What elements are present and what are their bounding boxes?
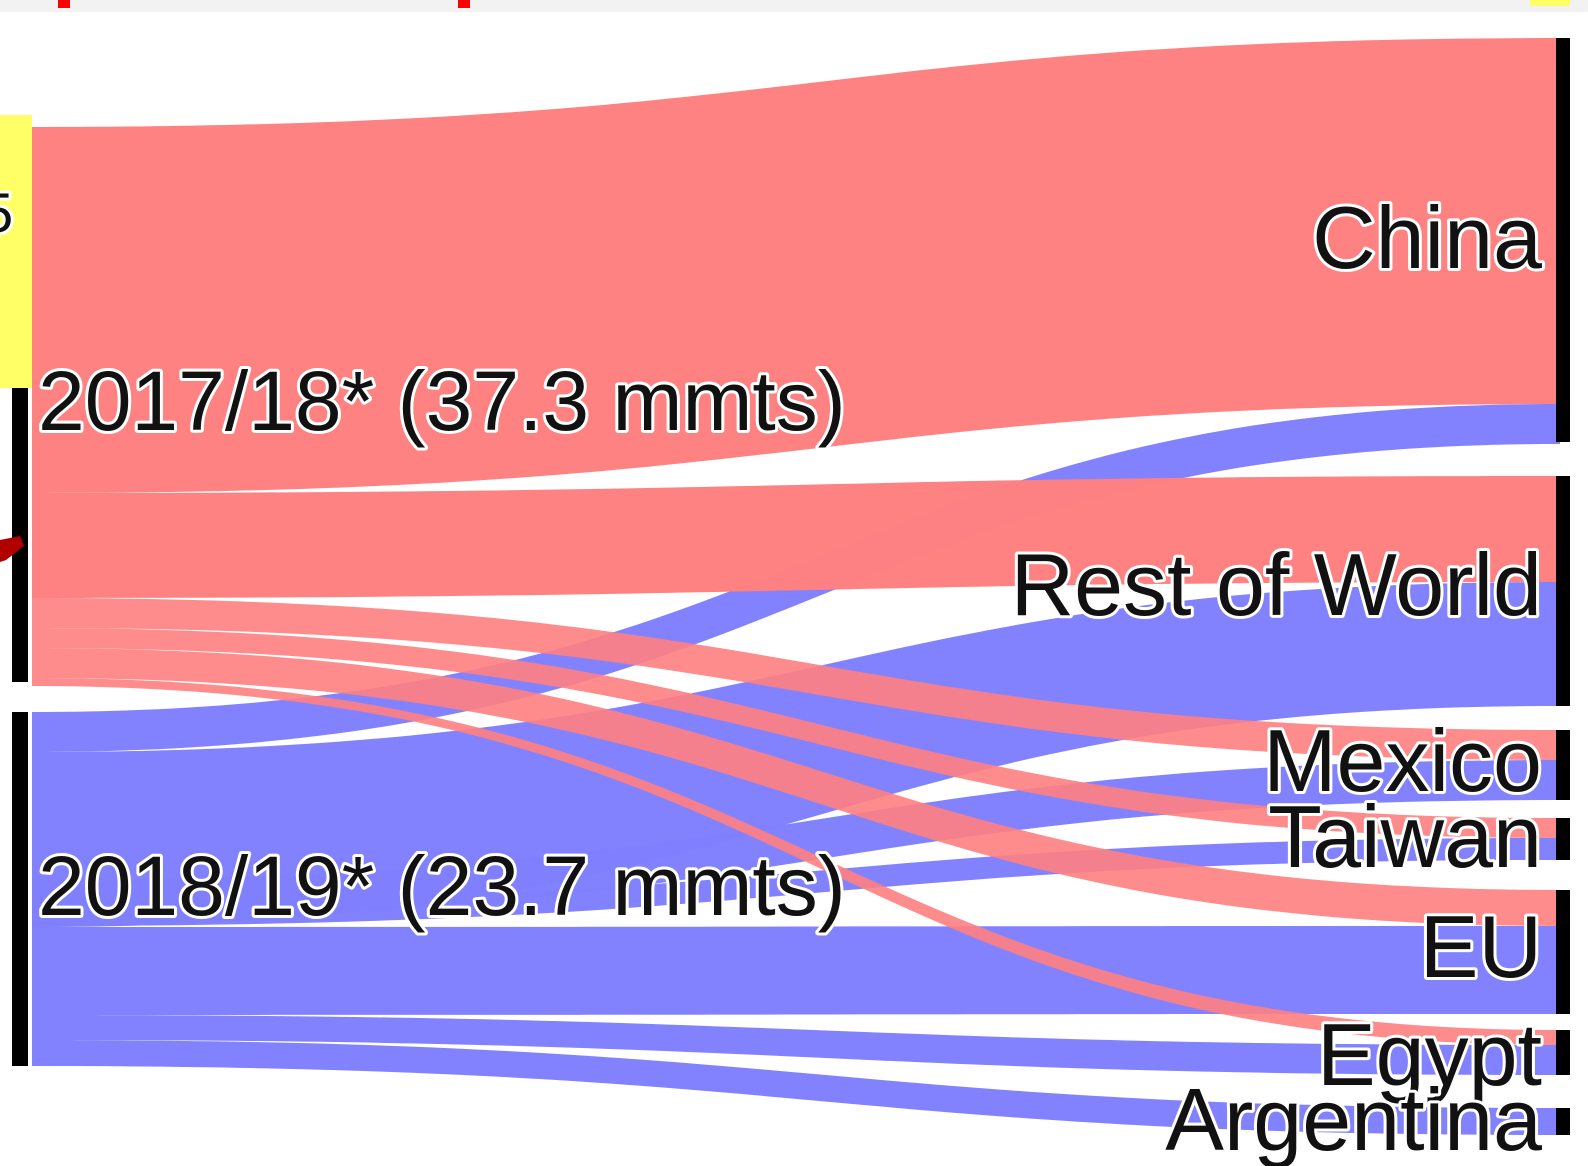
target-label-china: China: [1312, 188, 1542, 287]
flow-2018-eu: [32, 926, 1560, 1015]
node-eu: [1556, 890, 1570, 1014]
nodes: [12, 38, 1570, 1135]
flow-2018-argentina: [32, 1040, 1560, 1135]
partial-label: 5: [0, 181, 13, 244]
source-label-2018: 2018/19* (23.7 mmts): [38, 839, 846, 933]
red-marker-right: [458, 0, 470, 8]
flow-2018-egypt: [32, 1015, 1560, 1075]
node-egypt: [1556, 1030, 1570, 1075]
source-label-2017: 2017/18* (37.3 mmts): [38, 354, 846, 448]
top-border-strip: [0, 0, 1588, 12]
flows: [32, 38, 1560, 1135]
node-2017: [12, 388, 28, 682]
flow-2017-taiwan: [32, 628, 1560, 838]
node-taiwan: [1556, 818, 1570, 860]
target-label-egypt: Egypt: [1317, 1005, 1542, 1104]
node-mexico: [1556, 730, 1570, 800]
red-marker-left: [58, 0, 70, 8]
flow-2017-row: [32, 476, 1560, 598]
target-label-argentina: Argentina: [1165, 1070, 1542, 1166]
flow-2017-eu: [32, 648, 1560, 926]
node-china: [1556, 38, 1570, 442]
node-row: [1556, 476, 1570, 706]
target-label-mexico: Mexico: [1263, 711, 1542, 810]
yellow-marker-top-right: [1530, 0, 1570, 6]
target-label-eu: EU: [1420, 897, 1542, 996]
arrow-icon: [0, 536, 24, 562]
node-2018: [12, 712, 28, 1066]
yellow-highlight-box: [0, 115, 32, 388]
flow-2017-mexico: [32, 598, 1560, 760]
target-label-row: Rest of World: [1011, 535, 1542, 634]
flow-2017-china: [32, 38, 1560, 493]
node-argentina: [1556, 1108, 1570, 1135]
target-label-taiwan: Taiwan: [1268, 787, 1542, 886]
flow-2018-taiwan: [32, 838, 1560, 926]
flow-2018-row: [32, 582, 1560, 927]
